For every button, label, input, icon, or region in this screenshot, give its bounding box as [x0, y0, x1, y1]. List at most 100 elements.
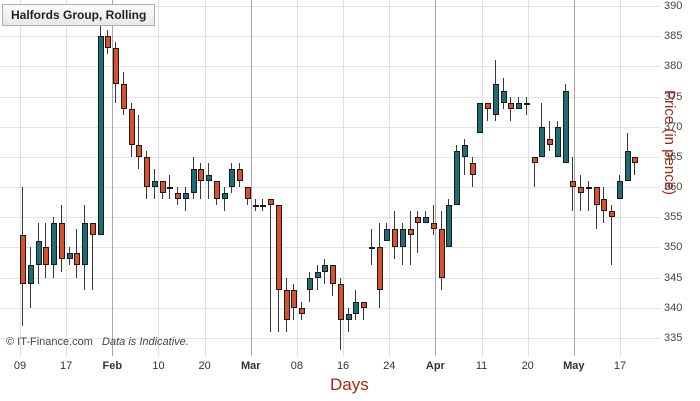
candle-body-up[interactable] — [384, 229, 390, 241]
candle-wick[interactable] — [348, 308, 349, 332]
candle-body-up[interactable] — [322, 265, 328, 271]
candle-body-up[interactable] — [516, 103, 522, 109]
candle-body-down[interactable] — [415, 217, 421, 223]
candle-body-down[interactable] — [43, 247, 49, 265]
candle-body-up[interactable] — [346, 314, 352, 320]
candle-body-down[interactable] — [90, 223, 96, 235]
candle-wick[interactable] — [324, 259, 325, 283]
candle-body-down[interactable] — [532, 157, 538, 163]
candle-body-down[interactable] — [160, 181, 166, 193]
candle-wick[interactable] — [510, 97, 511, 121]
candle-body-up[interactable] — [191, 169, 197, 193]
candle-body-down[interactable] — [276, 205, 282, 289]
candle-body-up[interactable] — [369, 247, 375, 249]
candle-body-down[interactable] — [144, 157, 150, 187]
candle-body-up[interactable] — [454, 151, 460, 205]
candle-body-down[interactable] — [129, 109, 135, 145]
candle-body-down[interactable] — [361, 302, 367, 308]
candle-body-down[interactable] — [594, 187, 600, 205]
candle-body-down[interactable] — [547, 139, 553, 145]
candle-body-up[interactable] — [36, 241, 42, 265]
candle-body-up[interactable] — [586, 187, 592, 189]
candle-body-up[interactable] — [555, 127, 561, 157]
candle-wick[interactable] — [549, 121, 550, 151]
candle-wick[interactable] — [185, 187, 186, 211]
candle-body-down[interactable] — [632, 157, 638, 163]
candle-wick[interactable] — [317, 265, 318, 289]
candle-body-up[interactable] — [167, 187, 173, 189]
candle-body-up[interactable] — [563, 91, 569, 163]
candle-body-down[interactable] — [291, 290, 297, 308]
candle-body-up[interactable] — [206, 175, 212, 181]
candle-body-down[interactable] — [113, 48, 119, 84]
candle-body-down[interactable] — [377, 247, 383, 289]
candle-body-down[interactable] — [299, 308, 305, 314]
y-tick-label: 380 — [664, 60, 682, 72]
candle-body-up[interactable] — [260, 205, 266, 207]
candle-wick[interactable] — [138, 115, 139, 169]
candle-body-up[interactable] — [400, 229, 406, 247]
candle-body-down[interactable] — [431, 223, 437, 229]
candle-wick[interactable] — [433, 205, 434, 235]
candle-body-down[interactable] — [198, 169, 204, 181]
candle-body-down[interactable] — [570, 181, 576, 187]
x-tick-label: 16 — [337, 360, 349, 372]
candle-body-down[interactable] — [408, 229, 414, 235]
candle-wick[interactable] — [588, 181, 589, 211]
candle-body-up[interactable] — [617, 181, 623, 199]
candle-body-down[interactable] — [237, 169, 243, 181]
x-tick-label: 11 — [476, 360, 487, 372]
candle-body-up[interactable] — [423, 217, 429, 223]
candle-body-up[interactable] — [524, 103, 530, 105]
candle-body-up[interactable] — [539, 127, 545, 157]
candle-body-down[interactable] — [214, 181, 220, 199]
candle-wick[interactable] — [224, 187, 225, 211]
candle-body-up[interactable] — [183, 193, 189, 199]
candle-body-up[interactable] — [51, 223, 57, 265]
candle-body-down[interactable] — [20, 235, 26, 283]
candle-body-up[interactable] — [82, 223, 88, 265]
candle-body-down[interactable] — [609, 211, 615, 217]
candle-body-up[interactable] — [477, 103, 483, 133]
candle-body-down[interactable] — [284, 290, 290, 320]
candle-body-up[interactable] — [493, 84, 499, 114]
candle-body-up[interactable] — [28, 265, 34, 283]
candle-body-up[interactable] — [462, 145, 468, 157]
candle-body-down[interactable] — [470, 163, 476, 175]
candle-body-up[interactable] — [625, 151, 631, 181]
candle-body-down[interactable] — [439, 229, 445, 277]
candle-body-up[interactable] — [307, 278, 313, 290]
candle-body-up[interactable] — [501, 91, 507, 103]
candle-body-up[interactable] — [98, 36, 104, 235]
candle-body-down[interactable] — [601, 199, 607, 211]
candle-body-down[interactable] — [485, 103, 491, 109]
y-tick-label: 390 — [664, 0, 682, 12]
candle-body-down[interactable] — [245, 187, 251, 199]
candle-body-down[interactable] — [121, 84, 127, 108]
candle-wick[interactable] — [526, 97, 527, 115]
candle-body-up[interactable] — [67, 253, 73, 259]
candle-body-down[interactable] — [338, 284, 344, 320]
candle-body-down[interactable] — [508, 103, 514, 109]
candle-body-up[interactable] — [152, 181, 158, 187]
candle-wick[interactable] — [270, 199, 271, 332]
candle-body-down[interactable] — [175, 193, 181, 199]
candle-body-down[interactable] — [105, 36, 111, 48]
candle-body-down[interactable] — [59, 223, 65, 259]
y-tick-label: 350 — [664, 241, 682, 253]
candle-body-up[interactable] — [315, 272, 321, 278]
candle-wick[interactable] — [410, 211, 411, 265]
candle-body-down[interactable] — [330, 265, 336, 283]
candle-body-up[interactable] — [229, 169, 235, 187]
candle-wick[interactable] — [208, 163, 209, 199]
candle-body-down[interactable] — [136, 145, 142, 157]
candle-body-down[interactable] — [74, 253, 80, 265]
candle-body-up[interactable] — [446, 205, 452, 247]
candle-body-down[interactable] — [578, 187, 584, 193]
candle-body-down[interactable] — [268, 199, 274, 205]
candle-body-up[interactable] — [253, 205, 259, 207]
candle-body-up[interactable] — [222, 193, 228, 199]
candle-body-down[interactable] — [392, 229, 398, 247]
candle-body-up[interactable] — [353, 302, 359, 314]
footer-note: Data is Indicative. — [102, 336, 189, 348]
